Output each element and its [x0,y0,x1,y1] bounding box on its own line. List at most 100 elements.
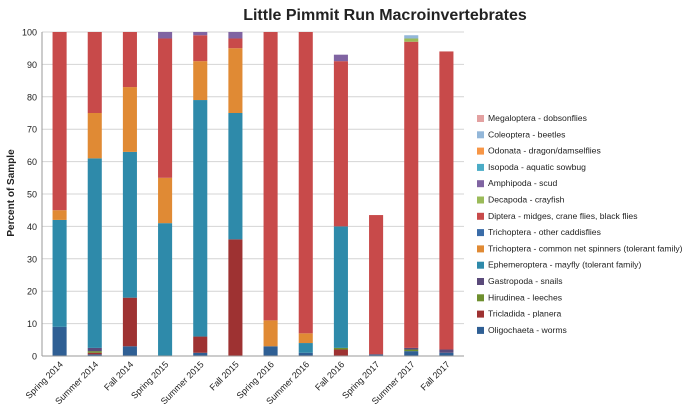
x-tick-label: Fall 2017 [419,359,452,392]
legend-entry: Trichoptera - other caddisflies [488,227,601,237]
bar-segment [404,349,419,352]
bar-segment [404,347,419,350]
legend-swatch [477,196,484,204]
bar-segment [87,158,102,348]
legend-swatch [477,310,484,318]
bars [52,32,454,356]
bar-segment [404,35,419,39]
bar-segment [228,38,243,49]
legend-entry: Megaloptera - dobsonflies [488,113,587,123]
legend-entry: Oligochaeta - worms [488,325,567,335]
bar-segment [228,239,243,356]
x-tick-label: Fall 2014 [102,359,135,392]
bar-segment [87,351,102,353]
legend-swatch [477,163,484,171]
bar-segment [193,32,208,36]
legend-entry: Gastropoda - snails [488,276,563,286]
legend-entry: Hirudinea - leeches [488,292,562,302]
bar-segment [122,32,137,88]
chart-title: Little Pimmit Run Macroinvertebrates [243,7,527,24]
y-tick-label: 0 [32,352,37,362]
legend-swatch [477,245,484,253]
bar-segment [52,32,67,211]
legend-entry: Diptera - midges, crane flies, black fli… [488,211,638,221]
y-axis: 0 10 20 30 40 50 60 70 80 90 100 [22,28,43,362]
legend-swatch [477,131,484,139]
bar-segment [52,326,67,356]
bar-segment [193,100,208,337]
bar-segment [87,352,102,355]
legend: Megaloptera - dobsonflies Coleoptera - be… [477,113,683,335]
bar-segment [369,354,384,356]
bar-segment [298,343,313,353]
bar-segment [52,219,67,327]
bar-segment [263,32,278,321]
bar-segment [122,297,137,347]
bar-segment [333,347,348,350]
y-tick-label: 60 [27,157,37,167]
bar-segment [263,320,278,347]
bar-segment [439,352,454,356]
bar-segment [87,354,102,356]
bar-segment [158,38,173,178]
bar-segment [228,32,243,39]
legend-swatch [477,326,484,334]
bar-segment [298,352,313,356]
legend-entry: Amphipoda - scud [488,178,557,188]
legend-entry: Isopoda - aquatic sowbug [488,162,586,172]
bar-segment [333,54,348,62]
bar-segment [333,61,348,227]
gridlines [42,31,464,357]
bar-segment [263,346,278,356]
bar-segment [404,38,419,42]
bar-segment [439,349,454,353]
legend-swatch [477,294,484,302]
y-tick-label: 90 [27,60,37,70]
legend-entry: Coleoptera - beetles [488,129,565,139]
bar-segment [333,226,348,348]
bar-segment [122,87,137,152]
bar-segment [52,210,67,220]
y-tick-label: 80 [27,92,37,102]
bar-segment [193,336,208,353]
legend-swatch [477,278,484,285]
bar-segment [87,113,102,159]
legend-entry: Odonata - dragon/damselflies [488,146,601,156]
y-axis-label: Percent of Sample [6,149,17,237]
legend-entry: Ephemeroptera - mayfly (tolerant family) [488,260,641,270]
bar-segment [333,349,348,356]
bar-segment [87,32,102,113]
legend-entry: Tricladida - planera [488,309,561,319]
legend-entry: Trichoptera - common net spinners (toler… [488,243,683,253]
bar-segment [404,41,419,348]
legend-swatch [477,180,484,188]
legend-swatch [477,115,484,122]
legend-swatch [477,261,484,269]
bar-segment [298,333,313,344]
bar-segment [193,35,208,62]
bar-segment [228,48,243,114]
legend-entry: Decapoda - crayfish [488,195,565,205]
bar-segment [439,51,454,350]
bar-segment [369,215,384,355]
legend-swatch [477,212,484,220]
y-tick-label: 40 [27,222,37,232]
bar-segment [298,32,313,334]
x-tick-label: Fall 2016 [313,359,346,392]
y-tick-label: 50 [27,190,37,200]
legend-swatch [477,147,484,155]
bar-segment [228,113,243,240]
bar-segment [122,346,137,356]
bar-segment [404,351,419,356]
bar-segment [87,347,102,352]
bar-segment [193,61,208,101]
bar-segment [158,177,173,224]
bar-segment [122,151,137,298]
y-tick-label: 100 [22,28,37,38]
y-tick-label: 10 [27,319,37,329]
legend-swatch [477,229,484,237]
y-tick-label: 70 [27,125,37,135]
y-tick-label: 20 [27,287,37,297]
